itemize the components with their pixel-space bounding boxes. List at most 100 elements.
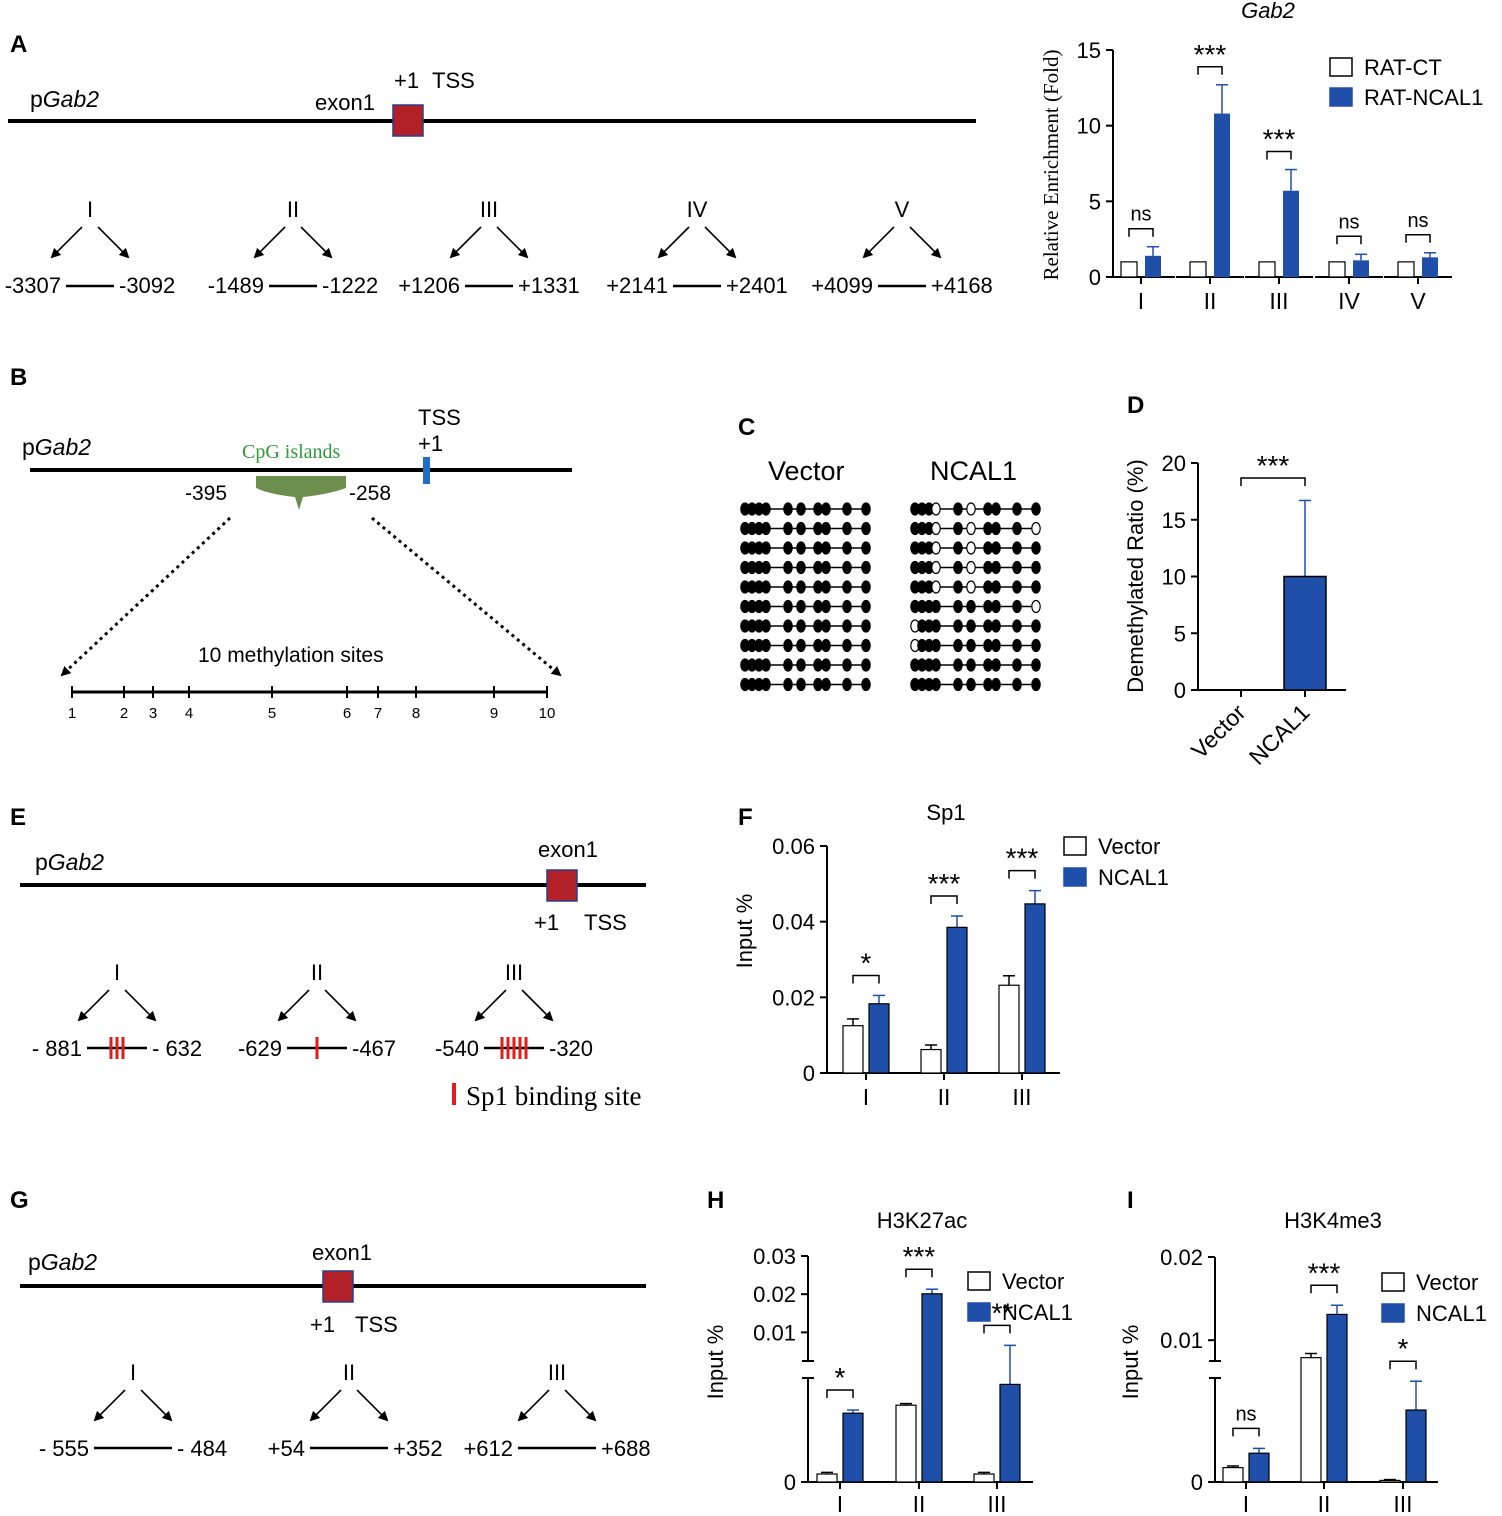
legend-swatch (1063, 867, 1087, 887)
e-region-label: III (505, 960, 523, 985)
region-arrow-right (704, 226, 737, 259)
sp1-binding-site (512, 1037, 516, 1059)
region-arrow-right (324, 989, 357, 1022)
methylated-cpg (796, 580, 806, 594)
methylated-cpg (842, 521, 852, 536)
unmethylated-cpg (931, 560, 941, 575)
exon-label-e: exon1 (538, 837, 598, 862)
sp1-binding-site (500, 1037, 504, 1059)
plus1-label-b: +1 (418, 431, 443, 456)
y-tick-label: 0.02 (772, 985, 815, 1010)
bar-vector (1379, 1479, 1401, 1483)
sp1-binding-site (506, 1037, 510, 1059)
region-arrow-right (140, 1389, 173, 1422)
methylated-cpg (991, 580, 1001, 594)
methylated-cpg (861, 521, 871, 536)
methylated-cpg (813, 619, 823, 633)
methylated-cpg (953, 638, 963, 653)
methylated-cpg (861, 658, 871, 672)
x-tick-label: III (1012, 1084, 1031, 1110)
bar-rat-ncal1 (1283, 190, 1299, 277)
y-axis-label: Relative Enrichment (Fold) (1039, 50, 1063, 281)
legend-swatch (1329, 87, 1353, 107)
a-region-start: +4099 (811, 273, 873, 298)
site-number: 6 (343, 705, 351, 722)
methylated-cpg (783, 521, 793, 536)
methylated-cpg (983, 677, 993, 692)
y-tick-label: 0 (803, 1061, 815, 1086)
methylated-cpg (861, 541, 871, 555)
methylated-cpg (1031, 580, 1041, 594)
methylated-cpg (1012, 580, 1022, 594)
y-tick-label: 0 (784, 1470, 796, 1495)
region-arrow-right (124, 989, 157, 1022)
methylated-cpg (796, 638, 806, 653)
x-tick-label: I (863, 1084, 869, 1110)
g-region-end: +352 (393, 1436, 443, 1461)
methylated-cpg (821, 638, 831, 653)
sp1-legend-label: Sp1 binding site (466, 1081, 642, 1111)
y-axis-label: Input % (1118, 1325, 1143, 1400)
significance-bracket (1008, 869, 1036, 879)
methylated-cpg (821, 580, 831, 594)
legend-label: RAT-CT (1364, 55, 1442, 80)
methylated-cpg (821, 560, 831, 575)
significance-bracket (1128, 227, 1154, 237)
site-ticks: 1 2 3 4 5 6 7 8 9 10 (68, 686, 555, 722)
methylated-cpg (991, 521, 1001, 536)
a-region-end: -1222 (322, 273, 378, 298)
methylated-cpg (796, 502, 806, 516)
a-region-start: -3307 (5, 273, 61, 298)
region-arrow-left (517, 1389, 550, 1422)
methylated-cpg (861, 638, 871, 653)
methylated-cpg (983, 502, 993, 516)
unmethylated-cpg (931, 541, 941, 555)
site-number: 4 (185, 705, 193, 722)
gene-label-b: pGab2 (22, 434, 91, 460)
panel-label-g: G (10, 1187, 29, 1214)
y-tick-label: 0.02 (753, 1282, 796, 1307)
significance-bracket (1240, 477, 1306, 486)
significance-label: * (861, 947, 872, 978)
y-tick-label: 10 (1077, 114, 1101, 139)
x-tick-label: III (1393, 1491, 1412, 1516)
significance-bracket (930, 895, 958, 904)
methylated-cpg (813, 541, 823, 555)
methylated-cpg (953, 599, 963, 614)
region-arrow-left (449, 226, 482, 259)
methylated-cpg (1012, 638, 1022, 653)
region-arrow-right (521, 989, 554, 1022)
significance-bracket (1336, 235, 1362, 245)
methylated-cpg (931, 599, 941, 614)
cpg-left-coord: -395 (185, 482, 227, 505)
e-region-start: -540 (435, 1036, 479, 1061)
methylated-cpg (931, 658, 941, 672)
methylated-cpg (821, 502, 831, 516)
chart-title: Sp1 (926, 800, 965, 825)
methylated-cpg (783, 677, 793, 692)
significance-bracket (1266, 150, 1292, 160)
sp1-legend-mark (452, 1083, 456, 1105)
unmethylated-cpg (966, 580, 976, 594)
significance-label: *** (928, 868, 961, 899)
methylated-cpg (1012, 521, 1022, 536)
methylated-cpg (983, 619, 993, 633)
methylated-cpg (813, 580, 823, 594)
significance-bracket (1232, 1427, 1260, 1437)
sp1-binding-site (115, 1037, 119, 1059)
methylated-cpg (821, 677, 831, 692)
methylated-cpg (931, 619, 941, 633)
e-region-end: - 632 (152, 1036, 202, 1061)
methylated-cpg (761, 560, 771, 575)
methylated-cpg (1031, 619, 1041, 633)
a-region-label: IV (687, 197, 708, 222)
methylated-cpg (1012, 658, 1022, 672)
panel-c-diagram: Vector NCAL1 (740, 456, 1041, 692)
legend-label: NCAL1 (1416, 1301, 1487, 1326)
y-tick-label: 15 (1077, 38, 1101, 63)
plus1-label-e: +1 (534, 910, 559, 935)
chart-f: Sp1 0 0.02 0.04 0.06 Input % I * II *** III *** Vect… (732, 800, 1169, 1110)
site-number: 2 (120, 705, 128, 722)
y-tick-label: 5 (1174, 621, 1186, 646)
